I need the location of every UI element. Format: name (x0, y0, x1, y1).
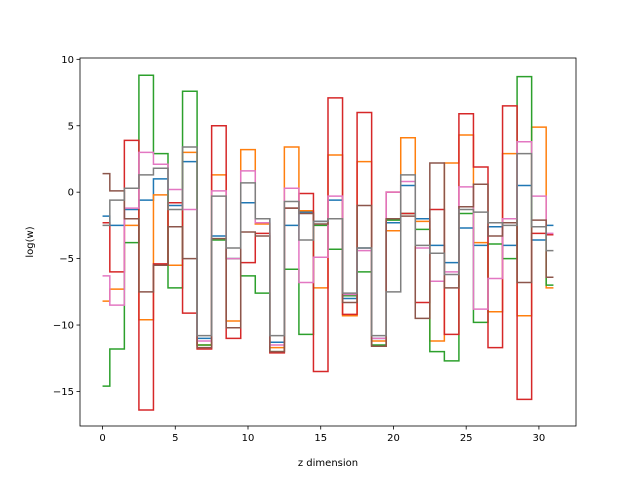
y-axis-label: log(w) (25, 226, 36, 257)
x-tick-label: 5 (172, 433, 178, 444)
x-axis-label: z dimension (298, 458, 358, 469)
series-line-5 (102, 140, 554, 346)
x-tick-label: 30 (533, 433, 546, 444)
y-tick-label: −15 (53, 387, 74, 398)
y-axis: 10 5 0 −5 −10 −15 (53, 55, 80, 398)
y-tick-label: 0 (68, 188, 74, 199)
y-tick-label: 10 (61, 55, 74, 66)
y-tick-label: −10 (53, 321, 74, 332)
x-tick-label: 25 (460, 433, 473, 444)
x-tick-label: 20 (387, 433, 400, 444)
y-tick-label: 5 (68, 121, 74, 132)
series-layer (102, 74, 554, 411)
y-tick-label: −5 (59, 254, 74, 265)
plot-frame (79, 57, 577, 427)
series-line-7 (102, 146, 554, 337)
x-axis: 0 5 10 15 20 25 30 (99, 426, 545, 444)
x-tick-label: 0 (99, 433, 105, 444)
x-tick-label: 15 (314, 433, 327, 444)
x-tick-label: 10 (242, 433, 255, 444)
